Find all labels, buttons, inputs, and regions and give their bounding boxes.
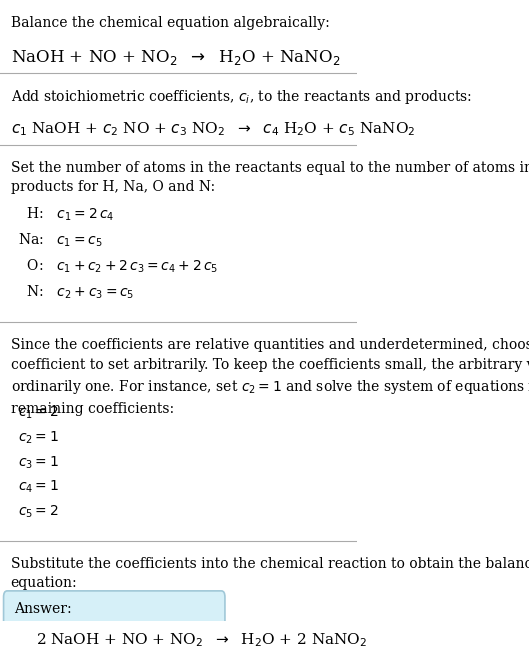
Text: Na:   $c_1 = c_5$: Na: $c_1 = c_5$ bbox=[18, 232, 103, 249]
Text: $c_2 = 1$: $c_2 = 1$ bbox=[18, 430, 59, 446]
Text: O:   $c_1 + c_2 + 2\,c_3 = c_4 + 2\,c_5$: O: $c_1 + c_2 + 2\,c_3 = c_4 + 2\,c_5$ bbox=[18, 258, 218, 275]
FancyBboxPatch shape bbox=[4, 591, 225, 647]
Text: NaOH + NO + NO$_2$  $\rightarrow$  H$_2$O + NaNO$_2$: NaOH + NO + NO$_2$ $\rightarrow$ H$_2$O … bbox=[11, 48, 340, 67]
Text: 2 NaOH + NO + NO$_2$  $\rightarrow$  H$_2$O + 2 NaNO$_2$: 2 NaOH + NO + NO$_2$ $\rightarrow$ H$_2$… bbox=[35, 631, 367, 647]
Text: Answer:: Answer: bbox=[14, 602, 72, 616]
Text: Since the coefficients are relative quantities and underdetermined, choose a
coe: Since the coefficients are relative quan… bbox=[11, 338, 529, 415]
Text: $c_5 = 2$: $c_5 = 2$ bbox=[18, 504, 59, 520]
Text: H:   $c_1 = 2\,c_4$: H: $c_1 = 2\,c_4$ bbox=[18, 206, 114, 223]
Text: N:   $c_2 + c_3 = c_5$: N: $c_2 + c_3 = c_5$ bbox=[18, 284, 134, 302]
Text: Set the number of atoms in the reactants equal to the number of atoms in the
pro: Set the number of atoms in the reactants… bbox=[11, 161, 529, 195]
Text: Balance the chemical equation algebraically:: Balance the chemical equation algebraica… bbox=[11, 16, 330, 30]
Text: $c_4 = 1$: $c_4 = 1$ bbox=[18, 479, 59, 496]
Text: Substitute the coefficients into the chemical reaction to obtain the balanced
eq: Substitute the coefficients into the che… bbox=[11, 556, 529, 590]
Text: $c_1$ NaOH + $c_2$ NO + $c_3$ NO$_2$  $\rightarrow$  $c_4$ H$_2$O + $c_5$ NaNO$_: $c_1$ NaOH + $c_2$ NO + $c_3$ NO$_2$ $\r… bbox=[11, 120, 415, 138]
Text: Add stoichiometric coefficients, $c_i$, to the reactants and products:: Add stoichiometric coefficients, $c_i$, … bbox=[11, 88, 472, 106]
Text: $c_3 = 1$: $c_3 = 1$ bbox=[18, 454, 59, 470]
Text: $c_1 = 2$: $c_1 = 2$ bbox=[18, 404, 59, 421]
